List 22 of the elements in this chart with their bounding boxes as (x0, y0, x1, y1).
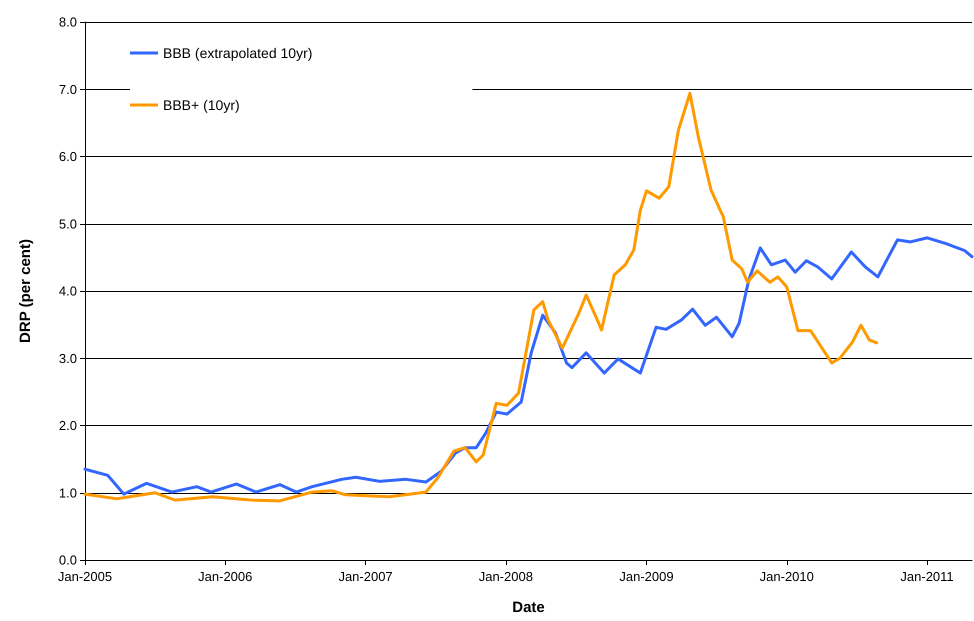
x-axis-title: Date (512, 599, 545, 616)
y-tick-label: 3.0 (58, 350, 77, 366)
x-tick-label: Jan-2008 (478, 569, 533, 584)
x-tick-label: Jan-2005 (58, 569, 112, 584)
y-tick-label: 4.0 (58, 284, 77, 298)
x-tick-label: Jan-2010 (760, 569, 814, 584)
x-tick-label: Jan-2007 (338, 569, 393, 584)
legend-label: BBB (extrapolated 10yr) (163, 45, 312, 61)
x-tick-label: Jan-2006 (198, 569, 252, 584)
y-tick-label: 0.0 (58, 552, 77, 568)
x-tick-label: Jan-2009 (619, 569, 674, 584)
x-tick-label: Jan-2011 (900, 569, 954, 584)
y-tick-label: 1.0 (58, 485, 77, 500)
y-tick-label: 6.0 (58, 149, 77, 164)
line-series (84, 92, 878, 502)
y-tick-label: 2.0 (58, 418, 77, 433)
y-tick-label: 7.0 (58, 82, 77, 97)
y-tick-label: 8.0 (58, 14, 77, 30)
legend-label: BBB+ (10yr) (163, 97, 240, 113)
y-tick-label: 5.0 (58, 216, 77, 232)
line-series (84, 236, 974, 496)
y-axis-title: DRP (per cent) (17, 239, 34, 343)
